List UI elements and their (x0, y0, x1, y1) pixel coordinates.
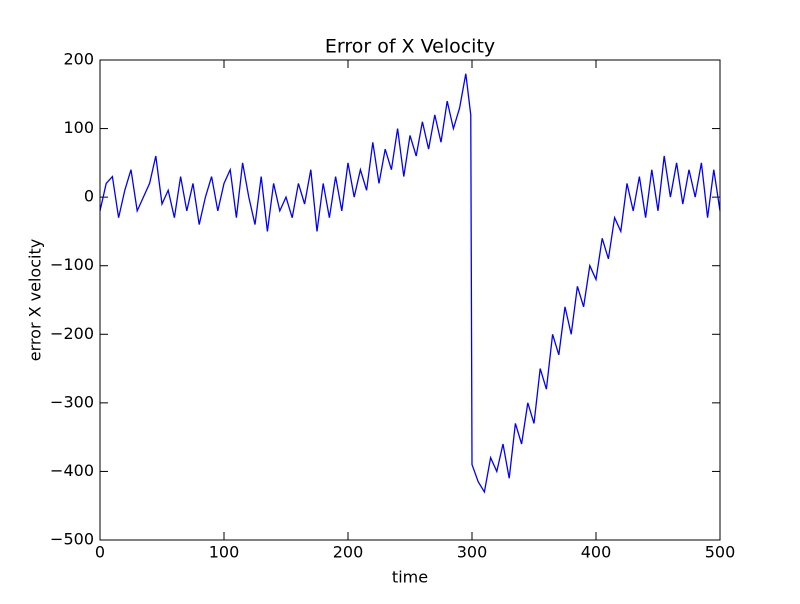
data-line (99, 73, 721, 494)
x-tick-label: 100 (209, 543, 240, 562)
x-tick-label: 400 (581, 543, 612, 562)
x-tick-label: 300 (457, 543, 488, 562)
y-tick-label: 200 (63, 50, 94, 69)
y-tick-label: −400 (50, 461, 94, 480)
y-tick-label: −200 (50, 324, 94, 343)
y-tick-label: 100 (63, 118, 94, 137)
plot-frame (99, 59, 721, 541)
y-tick-label: −300 (50, 392, 94, 411)
y-tick-label: 0 (84, 187, 94, 206)
y-tick-label: −100 (50, 255, 94, 274)
y-axis-label: error X velocity (26, 239, 45, 361)
x-tick-label: 500 (705, 543, 736, 562)
chart-title: Error of X Velocity (325, 36, 495, 58)
x-tick-label: 0 (95, 543, 105, 562)
x-axis-label: time (392, 568, 428, 587)
y-tick-label: −500 (50, 530, 94, 549)
x-tick-label: 200 (333, 543, 364, 562)
